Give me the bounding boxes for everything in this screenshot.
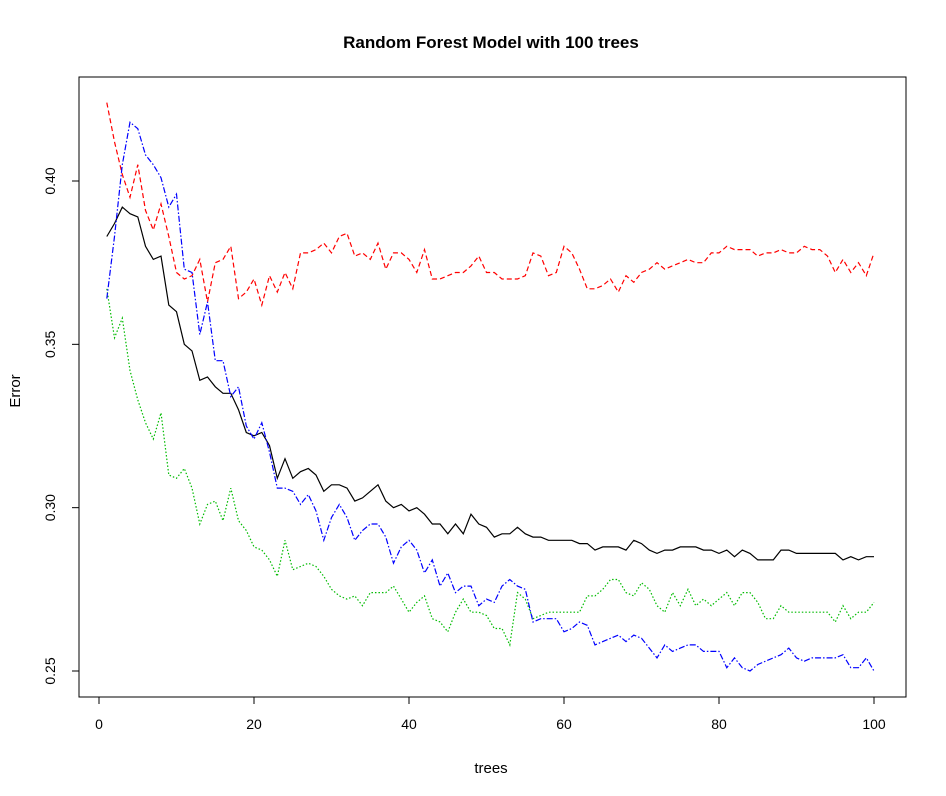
x-tick-label: 20	[246, 716, 262, 732]
series-layer	[106, 102, 875, 672]
x-axis-label: trees	[474, 760, 507, 777]
series-line-3	[106, 288, 875, 647]
y-tick-label: 0.40	[42, 167, 58, 194]
x-tick-label: 60	[556, 716, 572, 732]
x-tick-label: 40	[401, 716, 417, 732]
chart-title: Random Forest Model with 100 trees	[343, 33, 639, 52]
x-axis: 0 20 40 60 80 100	[95, 696, 886, 732]
x-tick-label: 0	[95, 716, 103, 732]
y-axis: 0.25 0.30 0.35 0.40	[42, 167, 80, 685]
series-line-4	[106, 121, 875, 672]
y-axis-label: Error	[7, 374, 24, 407]
y-tick-label: 0.25	[42, 657, 58, 684]
series-line-1	[106, 206, 874, 561]
y-tick-label: 0.35	[42, 330, 58, 357]
series-line-2	[106, 102, 875, 308]
plot-frame	[78, 76, 907, 698]
x-tick-label: 100	[862, 716, 886, 732]
x-tick-label: 80	[711, 716, 727, 732]
y-tick-label: 0.30	[42, 494, 58, 521]
